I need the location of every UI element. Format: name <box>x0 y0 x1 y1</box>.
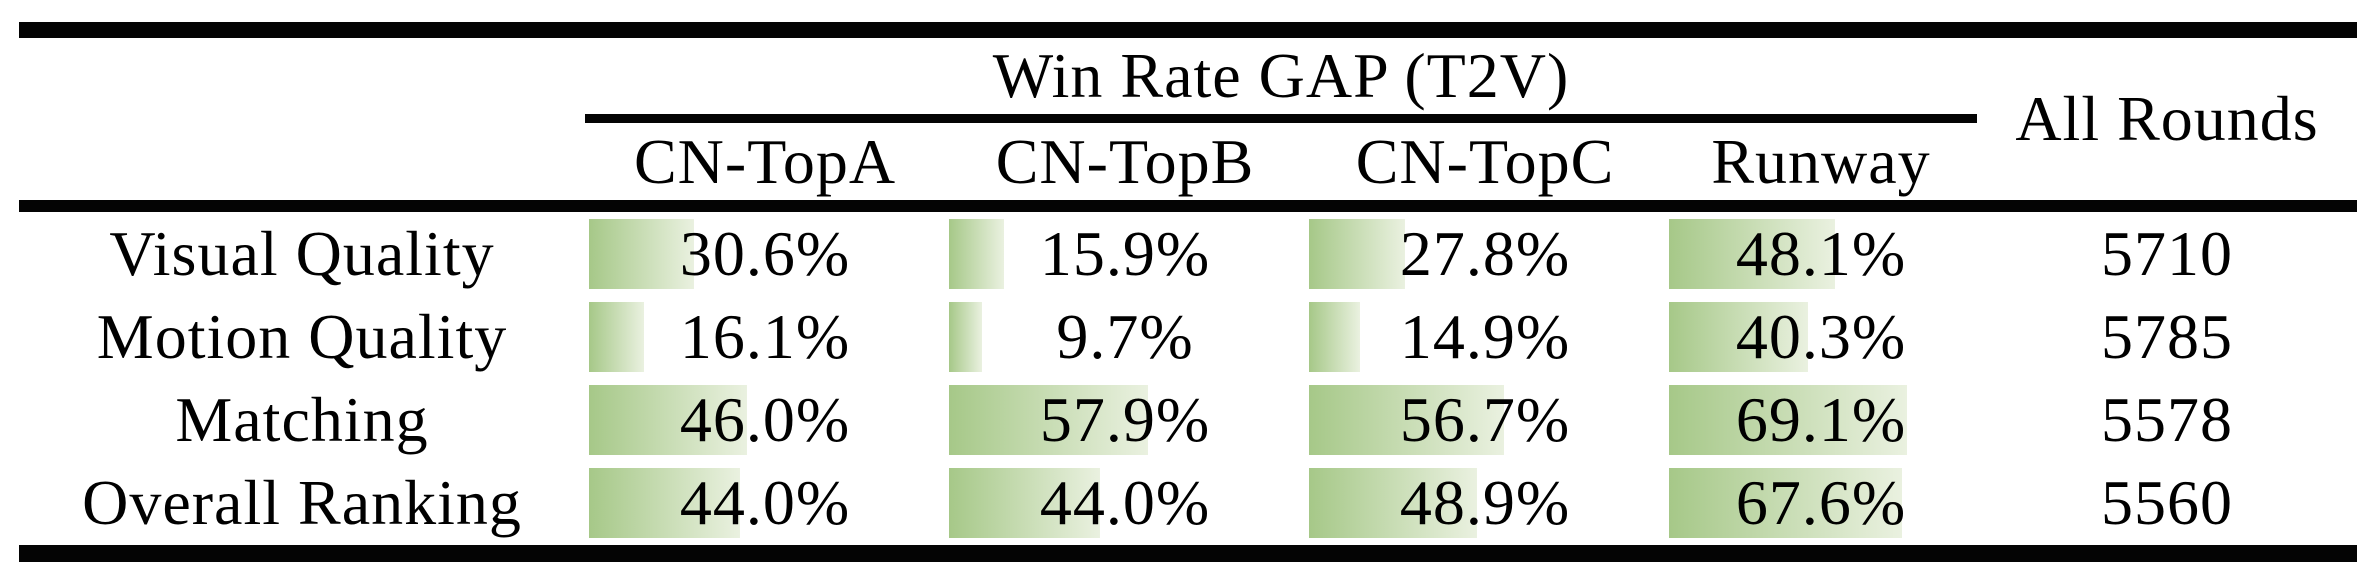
win-rate-table: Win Rate GAP (T2V) All Rounds CN-TopA CN… <box>19 22 2357 562</box>
win-rate-cell: 56.7% <box>1305 378 1665 461</box>
win-rate-bar <box>589 468 741 538</box>
win-rate-cell: 67.6% <box>1665 461 1977 545</box>
win-rate-cell: 69.1% <box>1665 378 1977 461</box>
win-rate-value: 67.6% <box>1735 467 1907 538</box>
win-rate-value: 46.0% <box>679 383 851 455</box>
table-title: Win Rate GAP (T2V) <box>992 40 1570 111</box>
column-header-cn-topc: CN-TopC <box>1355 125 1615 197</box>
header-rule <box>19 200 2357 212</box>
win-rate-value: 16.1% <box>679 300 851 372</box>
win-rate-value: 56.7% <box>1399 383 1571 455</box>
win-rate-value: 48.9% <box>1399 467 1571 538</box>
win-rate-bar <box>1309 384 1504 455</box>
win-rate-value: 27.8% <box>1399 217 1571 289</box>
win-rate-cell: 48.9% <box>1305 461 1665 545</box>
win-rate-cell: 30.6% <box>585 212 945 295</box>
win-rate-value: 30.6% <box>679 217 851 289</box>
win-rate-cell: 40.3% <box>1665 295 1977 378</box>
win-rate-bar <box>949 218 1004 289</box>
win-rate-value: 69.1% <box>1735 383 1907 455</box>
win-rate-value: 15.9% <box>1039 217 1211 289</box>
top-rule <box>19 22 2357 38</box>
win-rate-value: 44.0% <box>1039 467 1211 538</box>
win-rate-cell: 9.7% <box>945 295 1305 378</box>
win-rate-cell: 57.9% <box>945 378 1305 461</box>
win-rate-bar <box>1309 218 1405 289</box>
win-rate-cell: 46.0% <box>585 378 945 461</box>
win-rate-cell: 44.0% <box>585 461 945 545</box>
column-header-cn-topb: CN-TopB <box>995 125 1255 197</box>
all-rounds-header: All Rounds <box>2015 83 2319 154</box>
row-label: Overall Ranking <box>82 467 522 538</box>
all-rounds-value: 5578 <box>2101 383 2233 455</box>
title-underline-rule <box>585 114 1977 123</box>
row-label: Visual Quality <box>109 217 495 289</box>
win-rate-bar <box>949 301 983 372</box>
win-rate-cell: 15.9% <box>945 212 1305 295</box>
win-rate-value: 48.1% <box>1735 217 1907 289</box>
win-rate-value: 14.9% <box>1399 300 1571 372</box>
row-label: Matching <box>175 383 429 455</box>
win-rate-bar <box>1669 384 1907 455</box>
all-rounds-value: 5560 <box>2101 467 2233 538</box>
column-header-runway: Runway <box>1711 125 1931 197</box>
win-rate-value: 44.0% <box>679 467 851 538</box>
win-rate-cell: 44.0% <box>945 461 1305 545</box>
win-rate-bar <box>1669 301 1808 372</box>
win-rate-bar <box>1309 468 1478 538</box>
win-rate-value: 40.3% <box>1735 300 1907 372</box>
win-rate-value: 57.9% <box>1039 383 1211 455</box>
row-label: Motion Quality <box>96 300 508 372</box>
win-rate-bar <box>1309 301 1361 372</box>
all-rounds-value: 5785 <box>2101 300 2233 372</box>
bottom-rule <box>19 545 2357 562</box>
win-rate-bar <box>589 218 695 289</box>
win-rate-cell: 16.1% <box>585 295 945 378</box>
win-rate-bar <box>1669 468 1902 538</box>
win-rate-bar <box>1669 218 1835 289</box>
win-rate-bar <box>589 384 748 455</box>
win-rate-value: 9.7% <box>1056 300 1194 372</box>
win-rate-cell: 14.9% <box>1305 295 1665 378</box>
win-rate-bar <box>949 384 1149 455</box>
all-rounds-value: 5710 <box>2101 217 2233 289</box>
win-rate-bar <box>589 301 645 372</box>
win-rate-bar <box>949 468 1101 538</box>
win-rate-cell: 27.8% <box>1305 212 1665 295</box>
win-rate-cell: 48.1% <box>1665 212 1977 295</box>
column-header-cn-topa: CN-TopA <box>633 125 897 197</box>
